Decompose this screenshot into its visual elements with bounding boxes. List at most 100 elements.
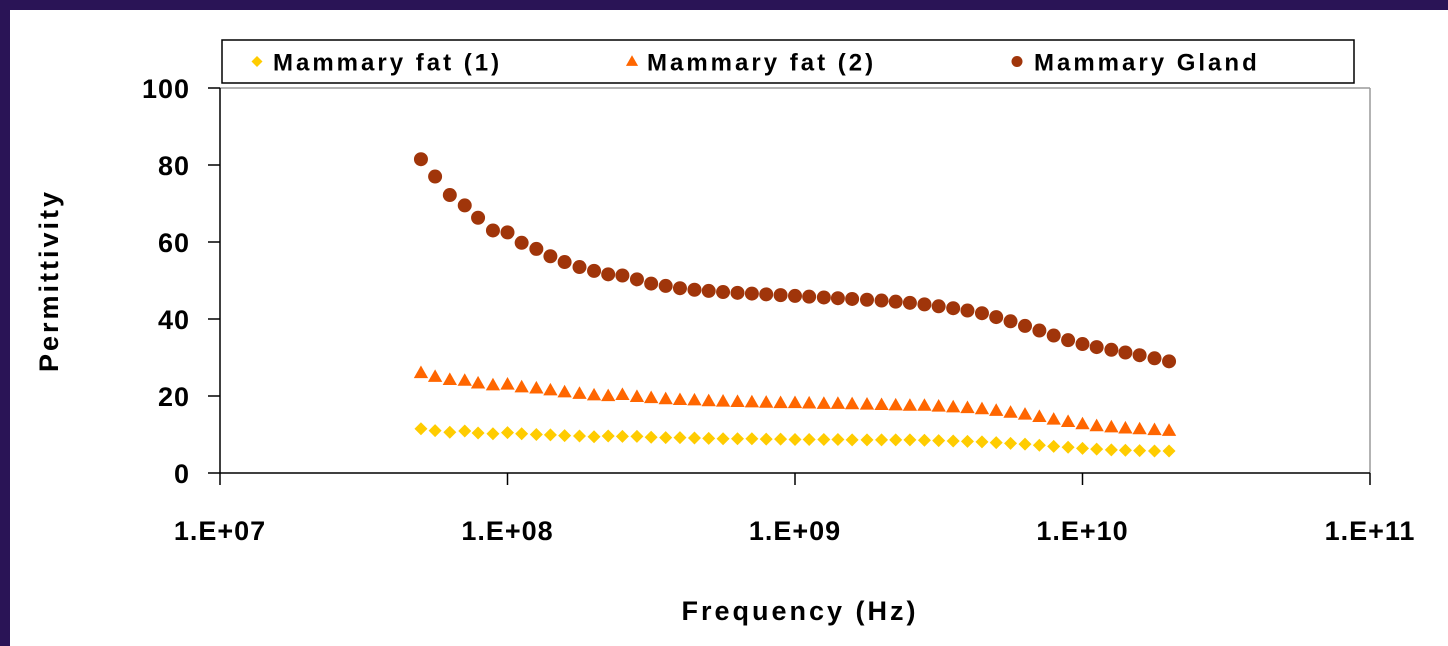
data-point <box>731 432 745 446</box>
data-point <box>414 422 428 436</box>
data-point <box>1089 418 1104 432</box>
data-point <box>643 390 659 404</box>
data-point <box>543 382 558 396</box>
data-point <box>500 225 515 240</box>
data-point <box>932 434 946 448</box>
data-point <box>629 389 645 402</box>
data-point <box>428 424 442 438</box>
data-point <box>831 433 845 447</box>
data-point <box>458 424 472 438</box>
data-point <box>788 288 802 303</box>
data-point <box>888 294 903 309</box>
data-point <box>629 272 644 287</box>
legend: Mammary fat (1) Mammary fat (2) Mammary Gl… <box>221 39 1355 84</box>
data-point <box>759 432 773 446</box>
data-point <box>845 433 859 447</box>
data-point <box>572 386 587 399</box>
data-point <box>1046 412 1061 425</box>
data-point <box>442 188 457 203</box>
data-point <box>672 392 688 406</box>
data-point <box>630 429 644 443</box>
data-point <box>960 434 974 448</box>
data-point <box>1133 444 1147 458</box>
data-point <box>457 373 472 386</box>
data-point <box>773 395 788 409</box>
data-point <box>442 372 457 386</box>
data-point <box>816 396 832 409</box>
data-point <box>615 429 629 443</box>
legend-marker <box>1011 56 1023 67</box>
data-point <box>601 388 616 402</box>
legend-label: Mammary Gland <box>1034 50 1260 77</box>
data-point <box>1061 440 1075 454</box>
data-point <box>830 396 846 409</box>
data-point <box>975 435 989 449</box>
data-point <box>744 394 760 408</box>
data-point <box>486 427 500 441</box>
data-point <box>744 286 759 301</box>
data-point <box>1060 414 1076 427</box>
data-point <box>1032 438 1046 452</box>
data-point <box>874 293 889 308</box>
y-tick-label: 100 <box>142 74 190 104</box>
data-point <box>1118 345 1133 360</box>
data-point <box>715 393 731 407</box>
data-point <box>1017 407 1033 420</box>
data-point <box>774 432 788 446</box>
data-point <box>457 198 472 213</box>
data-point <box>1090 442 1104 456</box>
data-point <box>989 403 1004 416</box>
data-point <box>586 387 602 401</box>
data-point <box>1147 444 1161 458</box>
data-point <box>859 397 875 410</box>
data-point <box>529 428 543 441</box>
legend-box <box>221 39 1355 84</box>
data-point <box>1003 405 1018 418</box>
data-point <box>701 393 716 407</box>
data-point <box>587 263 602 278</box>
data-point <box>917 297 932 312</box>
plot-area <box>220 87 1371 473</box>
data-point <box>471 426 485 440</box>
data-point <box>902 398 918 411</box>
data-point <box>874 397 889 411</box>
data-point <box>974 306 989 321</box>
data-point <box>644 430 658 444</box>
x-tick-label: 1.E+10 <box>1036 516 1128 546</box>
data-point <box>558 429 572 443</box>
y-tick-label: 60 <box>158 228 190 258</box>
data-point <box>1032 409 1047 422</box>
data-point <box>931 299 946 314</box>
data-point <box>687 431 701 445</box>
data-point <box>730 285 745 300</box>
data-point <box>802 433 816 447</box>
data-point <box>859 292 874 307</box>
data-point <box>601 267 616 282</box>
data-point <box>1161 423 1177 436</box>
data-point <box>687 282 702 297</box>
data-point <box>801 395 817 409</box>
y-axis-title: Permittivity <box>34 189 64 372</box>
data-point <box>529 380 544 394</box>
data-point <box>946 301 961 316</box>
data-point <box>672 281 687 296</box>
data-point <box>413 152 428 167</box>
data-point <box>1076 441 1089 455</box>
data-point <box>946 434 960 448</box>
data-point <box>787 395 803 409</box>
data-point <box>888 397 903 411</box>
data-point <box>514 235 529 250</box>
data-point <box>687 392 702 406</box>
data-point <box>587 430 601 444</box>
data-point <box>989 310 1004 325</box>
data-point <box>470 375 486 389</box>
legend-marker <box>625 55 639 66</box>
data-point <box>1104 443 1118 457</box>
data-marks <box>413 152 1177 458</box>
data-point <box>557 255 572 270</box>
x-tick-label: 1.E+08 <box>461 516 553 546</box>
data-point <box>1132 421 1147 435</box>
y-tick-label: 20 <box>158 382 190 412</box>
data-point <box>759 287 774 302</box>
data-point <box>802 289 817 304</box>
